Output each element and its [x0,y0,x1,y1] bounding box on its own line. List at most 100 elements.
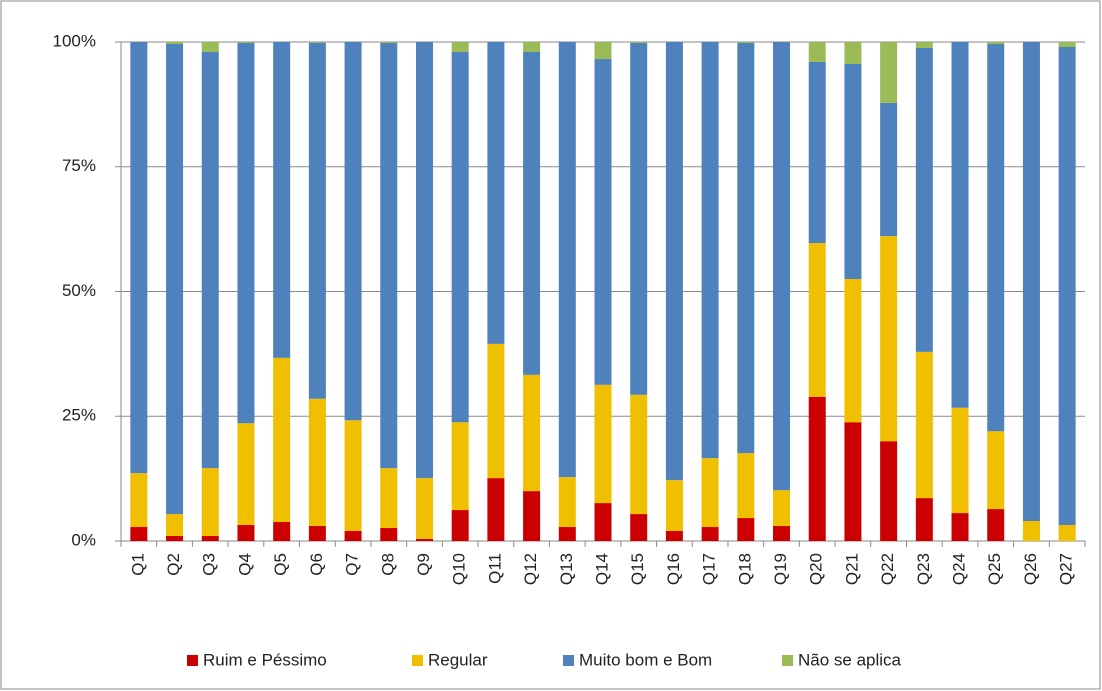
bar-segment [130,527,148,541]
bar-segment [487,42,505,344]
bar-segment [773,490,791,527]
bar-segment [737,518,755,541]
bar-segment [1022,42,1040,522]
bar-segment [558,527,576,541]
x-tick-label: Q12 [521,553,540,585]
y-tick-label: 0% [71,530,96,549]
x-tick-label: Q2 [164,553,183,576]
bar-segment [1058,525,1076,541]
x-tick-label: Q8 [378,553,397,576]
bar-segment [344,531,362,541]
bar-segment [237,42,255,43]
bar-segment [880,441,898,541]
bar-segment [415,42,433,479]
bar-segment [951,42,969,408]
bar-segment [237,525,255,541]
bar-segment [808,396,826,541]
bar-segment [808,61,826,244]
bar-segment [1022,521,1040,541]
bar-segment [665,480,683,532]
bar-segment [451,510,469,541]
bar-segment [773,526,791,541]
bar-segment [630,42,648,43]
bar-segment [237,42,255,424]
bar-segment [523,51,541,375]
bar-segment [1058,46,1076,526]
bar-segment [415,539,433,541]
x-tick-label: Q18 [735,553,754,585]
x-tick-label: Q6 [307,553,326,576]
y-tick-label: 100% [53,31,96,50]
x-tick-label: Q14 [592,553,611,585]
bar-segment [737,42,755,454]
bar-segment [665,531,683,541]
bar-segment [594,384,612,504]
x-tick-label: Q21 [842,553,861,585]
bar-segment [344,42,362,421]
bar-segment [344,420,362,532]
bar-segment [737,453,755,519]
bar-segment [487,478,505,541]
bar-segment [201,536,219,541]
bar-segment [594,503,612,541]
bar-segment [987,43,1005,432]
bar-segment [273,42,291,358]
x-tick-label: Q10 [450,553,469,585]
x-tick-label: Q1 [128,553,147,576]
bar-segment [701,527,719,541]
bar-segment [166,42,184,44]
bar-segment [844,279,862,423]
bar-segment [273,357,291,523]
x-tick-label: Q22 [878,553,897,585]
x-tick-label: Q26 [1021,553,1040,585]
bar-segment [415,478,433,540]
bar-segment [451,51,469,423]
bar-segment [915,498,933,541]
x-tick-label: Q11 [485,553,504,584]
x-tick-label: Q7 [343,553,362,576]
bar-segment [237,423,255,526]
bar-segment [880,102,898,237]
bar-segment [594,58,612,385]
bar-segment [201,51,219,469]
bar-segment [558,477,576,528]
bar-segment [451,422,469,511]
x-tick-label: Q4 [235,553,254,576]
bar-segment [701,42,719,459]
bar-segment [844,42,862,64]
bar-segment [630,42,648,395]
bar-segment [523,42,541,52]
bar-segment [130,473,148,528]
bar-segment [880,236,898,442]
x-tick-label: Q25 [985,553,1004,585]
legend-label: Ruim e Péssimo [203,650,327,669]
x-tick-label: Q3 [200,553,219,576]
bar-segment [630,394,648,515]
bar-segment [273,522,291,541]
bar-segment [951,407,969,514]
bar-segment [987,509,1005,541]
bar-segment [773,42,791,491]
bar-segment [987,431,1005,510]
bar-segment [808,42,826,62]
legend-swatch [563,655,574,666]
x-tick-label: Q5 [271,553,290,576]
bar-segment [166,536,184,541]
bar-segment [201,42,219,52]
x-tick-label: Q19 [771,553,790,585]
bar-segment [951,513,969,541]
bar-segment [201,468,219,537]
y-tick-label: 75% [62,156,96,175]
bar-segment [558,42,576,478]
x-tick-label: Q9 [414,553,433,576]
legend-swatch [187,655,198,666]
x-tick-label: Q15 [628,553,647,585]
x-tick-label: Q27 [1057,553,1076,585]
legend-swatch [782,655,793,666]
bar-segment [130,42,148,474]
legend-label: Muito bom e Bom [579,650,712,669]
legend-label: Regular [428,650,488,669]
bar-segment [630,514,648,541]
